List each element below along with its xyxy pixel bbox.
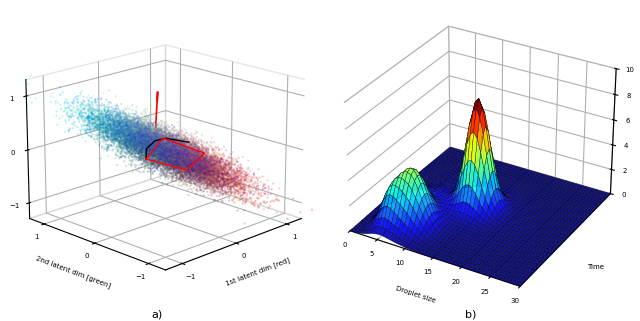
X-axis label: 1st latent dim [red]: 1st latent dim [red] [225,257,291,287]
Y-axis label: 2nd latent dim [green]: 2nd latent dim [green] [35,255,111,289]
Text: b): b) [465,310,476,320]
Y-axis label: Time: Time [588,265,604,270]
Text: a): a) [151,310,163,320]
X-axis label: Droplet size: Droplet size [395,286,436,304]
